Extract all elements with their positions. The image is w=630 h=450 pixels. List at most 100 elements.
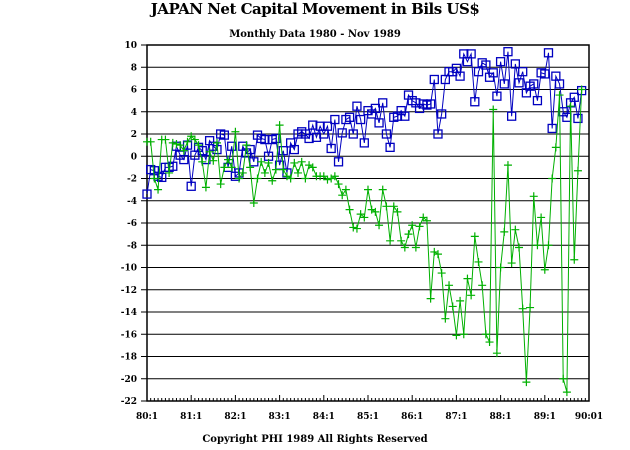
data-point-square: [499, 79, 509, 89]
data-point-plus: [216, 180, 225, 189]
y-tick-label: -10: [121, 264, 137, 274]
data-point-plus: [249, 198, 258, 207]
data-point-plus: [308, 163, 317, 172]
data-point-plus: [246, 163, 255, 172]
data-point-plus: [518, 304, 527, 313]
data-point-plus: [485, 338, 494, 347]
y-tick-label: -2: [127, 175, 137, 185]
data-point-plus: [264, 158, 273, 167]
data-point-plus: [437, 269, 446, 278]
series-2: [143, 85, 586, 397]
data-point-plus: [279, 165, 288, 174]
data-point-plus: [150, 174, 159, 183]
data-point-square: [466, 49, 476, 59]
data-point-plus: [161, 135, 170, 144]
data-point-square: [374, 118, 384, 128]
data-point-square: [278, 146, 288, 156]
data-point-plus: [154, 185, 163, 194]
data-point-square: [540, 69, 550, 79]
data-point-plus: [489, 105, 498, 114]
data-point-square: [510, 59, 520, 69]
data-point-plus: [190, 135, 199, 144]
data-point-plus: [168, 138, 177, 147]
data-point-plus: [286, 174, 295, 183]
series-line: [146, 51, 583, 195]
data-point-plus: [492, 349, 501, 358]
data-point-plus: [176, 141, 185, 150]
x-tick-label: 89:1: [534, 412, 556, 422]
y-tick-label: -12: [121, 286, 137, 296]
data-point-plus: [364, 185, 372, 194]
data-point-plus: [183, 137, 192, 146]
data-point-square: [385, 142, 395, 153]
data-point-plus: [201, 183, 210, 192]
data-point-plus: [411, 243, 420, 252]
data-point-plus: [577, 85, 586, 94]
data-point-square: [381, 129, 392, 139]
data-point-square: [227, 141, 237, 151]
data-point-square: [378, 98, 388, 108]
data-point-plus: [356, 210, 365, 219]
y-tick-label: 6: [131, 86, 137, 96]
data-point-square: [330, 114, 340, 125]
data-point-square: [370, 103, 381, 114]
data-point-plus: [235, 174, 244, 183]
data-point-plus: [500, 227, 509, 236]
data-point-square: [554, 79, 565, 89]
data-point-square: [433, 129, 443, 139]
data-point-square: [219, 130, 230, 140]
data-point-square: [400, 111, 410, 121]
data-point-plus: [371, 207, 380, 216]
y-tick-label: 2: [131, 130, 137, 140]
y-tick-label: -14: [121, 308, 137, 318]
data-point-plus: [319, 172, 328, 181]
data-point-square: [543, 48, 554, 58]
data-point-plus: [422, 216, 431, 225]
data-point-plus: [426, 294, 435, 303]
data-point-plus: [209, 156, 218, 165]
data-point-plus: [537, 213, 546, 222]
data-point-plus: [227, 163, 236, 172]
data-point-plus: [172, 140, 181, 149]
data-point-plus: [268, 176, 277, 185]
x-tick-label: 86:1: [401, 412, 423, 422]
data-point-plus: [496, 263, 505, 272]
data-point-plus: [238, 168, 247, 177]
data-point-square: [481, 60, 491, 70]
data-point-plus: [165, 168, 174, 177]
data-point-plus: [290, 158, 299, 167]
data-point-plus: [400, 243, 409, 252]
data-point-plus: [146, 137, 155, 146]
data-point-square: [532, 95, 543, 106]
data-point-plus: [352, 224, 361, 233]
data-point-plus: [253, 174, 262, 183]
y-tick-label: -22: [121, 397, 137, 407]
y-tick-label: 10: [124, 41, 137, 51]
data-point-square: [271, 133, 281, 144]
data-point-plus: [474, 257, 483, 266]
data-point-plus: [570, 255, 579, 264]
data-point-plus: [397, 236, 406, 245]
data-point-plus: [415, 222, 424, 231]
y-tick-label: 4: [131, 108, 137, 118]
copyright-footer: Copyright PHI 1989 All Rights Reserved: [202, 434, 428, 445]
data-point-plus: [231, 127, 240, 136]
data-point-square: [506, 111, 517, 121]
data-point-plus: [271, 165, 280, 174]
data-point-plus: [548, 174, 557, 183]
data-point-square: [547, 123, 557, 134]
data-point-plus: [378, 185, 387, 194]
data-point-square: [344, 112, 355, 122]
data-point-plus: [338, 191, 347, 200]
y-tick-label: -8: [127, 241, 137, 251]
data-point-plus: [433, 250, 442, 259]
data-point-square: [503, 47, 513, 57]
data-point-plus: [452, 331, 461, 340]
series-line: [147, 89, 583, 393]
data-point-plus: [301, 174, 310, 183]
data-point-square: [455, 71, 465, 81]
data-point-square: [333, 157, 344, 167]
data-point-square: [197, 146, 207, 156]
data-point-plus: [294, 168, 303, 177]
